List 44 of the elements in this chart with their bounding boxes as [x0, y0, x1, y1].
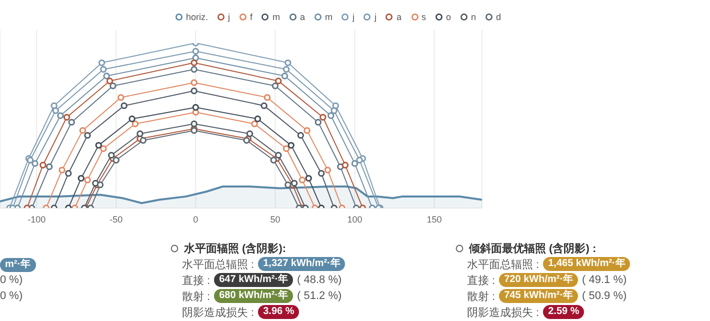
x-tick-label: 100 [347, 214, 362, 224]
text: 1,465 kWh/m²·年 [543, 257, 630, 271]
legend-label: j [352, 12, 354, 22]
x-tick-label: 50 [270, 214, 280, 224]
x-tick-label: 0 [193, 214, 198, 224]
text: 散射 : [182, 290, 210, 304]
text: ( 50.9 %) [582, 290, 627, 302]
text: 680 kWh/m²·年 [214, 289, 294, 303]
x-tick-label: 150 [426, 214, 442, 224]
text: 水平面总辐照 : [467, 258, 540, 272]
text: 直接 : [182, 274, 210, 288]
text: ( 48.8 %) [297, 274, 342, 286]
legend-label: n [471, 12, 476, 22]
text: 散射 : [467, 290, 496, 304]
text: m²·年 [0, 258, 36, 272]
legend-label: o [446, 12, 452, 22]
text: 647 kWh/m²·年 [214, 273, 294, 287]
legend-label: m [272, 12, 280, 22]
legend-label: f [250, 12, 252, 22]
x-tick-label: -100 [28, 214, 46, 224]
text: 阴影造成损失 : [467, 306, 540, 320]
text: 745 kWh/m²·年 [499, 289, 578, 303]
text: 3.96 % [258, 305, 300, 319]
text: 0 %) [0, 274, 24, 288]
legend-label: a [396, 12, 402, 22]
text: 水平面总辐照 : [182, 258, 254, 272]
legend-label: d [496, 12, 502, 22]
text: ( 49.1 %) [582, 274, 627, 286]
text: 直接 : [467, 274, 496, 288]
legend-label: m [324, 12, 332, 22]
text: 倾斜面最优辐照 (含阴影) : [469, 242, 596, 256]
text: 阴影造成损失 : [182, 306, 254, 320]
x-tick-label: -50 [110, 214, 123, 224]
legend-label: s [422, 12, 426, 22]
text: 1,327 kWh/m²·年 [258, 257, 346, 271]
legend-label: j [374, 12, 376, 22]
text: ( 51.2 %) [297, 290, 342, 302]
legend-label: horiz. [186, 12, 208, 22]
text: 2.59 % [543, 305, 584, 319]
text: 0 %) [0, 290, 24, 304]
legend-label: a [300, 12, 305, 22]
text: 水平面辐照 (含阴影): [184, 242, 286, 256]
legend-label: j [228, 12, 230, 22]
text: 720 kWh/m²·年 [499, 273, 578, 287]
